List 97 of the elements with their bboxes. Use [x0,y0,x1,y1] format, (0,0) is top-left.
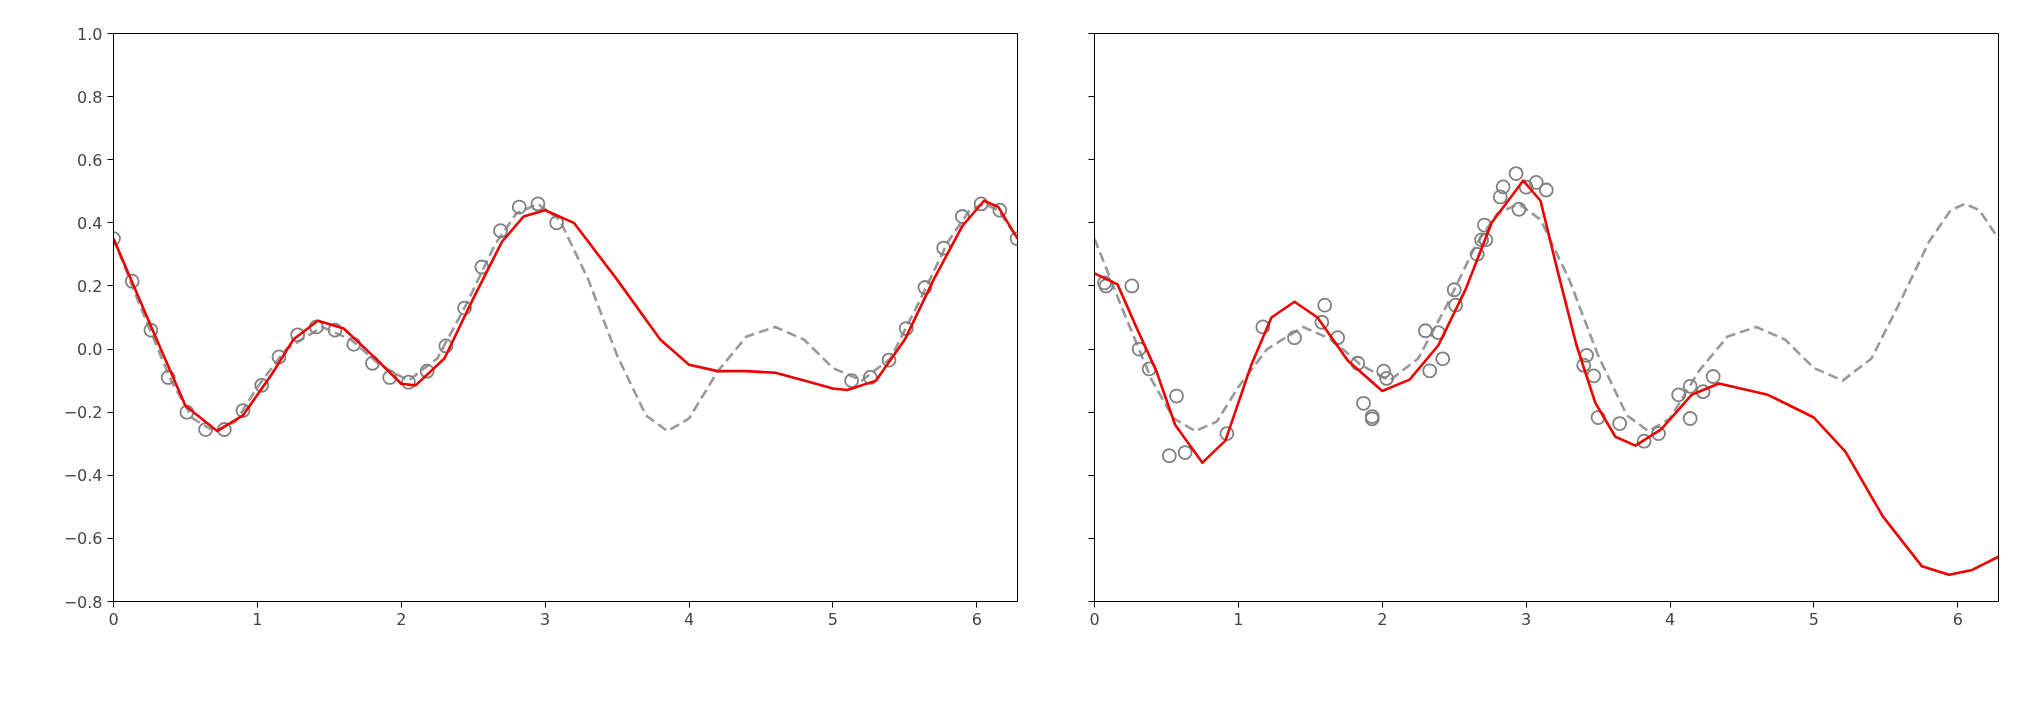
point [1705,369,1721,384]
point [530,196,546,212]
point [1586,368,1602,384]
point [1695,384,1711,400]
y-tick-label: 1.0 [77,24,103,44]
point [1141,361,1157,377]
y-tick-label: 0.8 [77,87,103,107]
y-tick-label: 0.2 [77,276,103,296]
x-tick-label: 3 [540,609,551,629]
point [1350,355,1366,371]
point [1492,189,1508,205]
y-tick-label: 0.4 [77,213,103,233]
point [1314,314,1330,330]
point [973,196,989,212]
x-tick-label: 5 [1808,609,1819,629]
point [474,259,490,275]
point [1495,179,1511,195]
point [1330,330,1346,346]
point [1636,433,1652,449]
point [327,322,343,338]
point [143,322,159,338]
x-tick-label: 4 [1664,609,1676,629]
point [1579,347,1594,363]
point [1124,278,1140,294]
y-tick-label: −0.8 [63,592,103,612]
point [1255,319,1271,335]
point [493,223,508,239]
point [1508,166,1524,181]
point [419,363,435,379]
point [1379,371,1394,386]
point [1169,388,1184,404]
point [898,321,914,336]
point [1435,351,1451,367]
point [1612,416,1628,431]
point [1418,323,1433,339]
point [1474,232,1489,248]
point [179,404,195,420]
point [1131,341,1147,357]
x-tick-label: 5 [827,609,838,629]
y-tick-label: −0.4 [63,466,103,486]
point [1469,247,1485,262]
x-tick-label: 1 [1233,609,1244,629]
point [992,202,1008,218]
y-tick-label: −0.6 [63,529,103,549]
point [1682,378,1698,394]
point [1671,387,1687,403]
point [549,215,565,231]
y-tick-label: −0.2 [63,403,103,423]
point [1177,445,1193,460]
point [1576,357,1592,373]
point [1446,282,1462,298]
y-tick-label: 0.6 [77,150,103,170]
x-tick-label: 0 [1089,609,1100,629]
x-tick-label: 1 [252,609,263,629]
x-tick-label: 2 [1377,609,1388,629]
point [1682,411,1698,426]
point [1356,395,1371,411]
point [216,422,232,437]
point [382,370,398,385]
point [346,336,362,352]
point [1287,330,1302,346]
point [862,370,878,385]
point [457,300,472,316]
x-tick-label: 0 [108,609,119,629]
point [1590,410,1606,425]
point [254,377,270,393]
point [1317,297,1333,313]
point [235,403,251,418]
point [271,349,287,365]
point [881,352,897,368]
point [1478,232,1494,248]
point [438,338,454,354]
point [124,273,140,289]
point [365,355,380,371]
point [1448,297,1464,313]
point [290,327,306,343]
point [1528,175,1544,190]
point [917,280,933,295]
point [511,199,527,215]
x-tick-label: 2 [396,609,407,629]
y-tick-label: 0.0 [77,340,103,360]
point [1422,363,1438,379]
point [308,319,324,335]
x-tick-label: 3 [1521,609,1532,629]
x-tick-label: 4 [683,609,695,629]
point [1161,448,1177,464]
point [160,370,176,385]
point [844,373,860,388]
point [401,374,416,390]
point [1219,426,1235,442]
point [1518,179,1534,195]
x-tick-label: 6 [971,609,982,629]
point [1511,201,1527,217]
x-tick-label: 6 [1952,609,1963,629]
point [1376,363,1392,379]
point [1538,182,1554,198]
point [1651,426,1666,442]
